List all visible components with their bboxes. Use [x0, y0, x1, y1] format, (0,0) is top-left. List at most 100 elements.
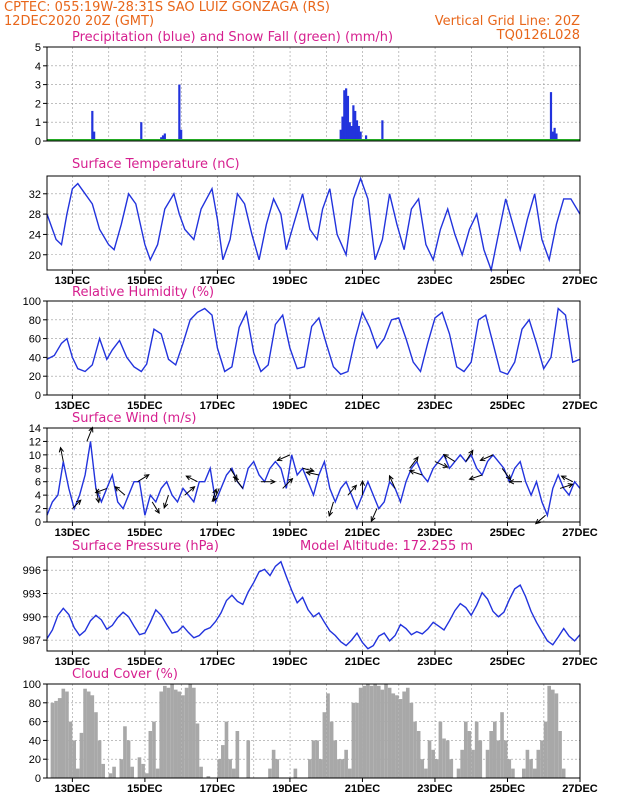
- header-grid-note: Vertical Grid Line: 20Z: [435, 14, 580, 29]
- cloud-bar: [166, 687, 171, 778]
- cloud-bar: [547, 685, 551, 778]
- cloud-bar: [188, 684, 193, 778]
- humidity-title: Relative Humidity (%): [72, 285, 214, 300]
- cloud-bar: [511, 768, 515, 778]
- temperature-xtick-label: 15DEC: [127, 275, 163, 287]
- cloud-bar: [108, 773, 113, 778]
- cloud-bar: [315, 740, 319, 778]
- cloud-bar: [387, 687, 392, 778]
- cloud-bar: [86, 691, 91, 778]
- temperature-xtick-label: 25DEC: [490, 275, 526, 287]
- precip-bar: [345, 88, 348, 141]
- wind-vector-head: [95, 497, 101, 504]
- precip-bar: [549, 92, 553, 141]
- precip-ytick-label: 5: [35, 42, 41, 54]
- cloud-bar: [221, 745, 225, 778]
- cloud-bar: [311, 740, 316, 778]
- humidity-line: [46, 307, 581, 376]
- precip-bar: [91, 110, 94, 141]
- wind-xtick-label: 27DEC: [562, 527, 598, 539]
- temperature-ytick-label: 28: [29, 209, 41, 221]
- wind-vector: [86, 427, 93, 442]
- header-model-code: TQ0126L028: [496, 28, 580, 43]
- precip-bar: [346, 95, 350, 141]
- cloud-bar: [431, 749, 435, 778]
- temperature-frame: [46, 175, 581, 271]
- cloud-bar: [376, 685, 381, 778]
- cloud-ytick-label: 100: [23, 679, 41, 691]
- precip-frame: [46, 46, 581, 142]
- humidity-xtick-label: 19DEC: [272, 400, 308, 412]
- pressure-xtick-label: 27DEC: [562, 656, 598, 668]
- temperature-xtick-label: 27DEC: [562, 275, 598, 287]
- wind-vector: [184, 486, 195, 496]
- cloud-bar: [177, 691, 182, 778]
- pressure-xtick-label: 17DEC: [200, 656, 236, 668]
- wind-vector-head: [94, 488, 101, 494]
- humidity-xtick-label: 23DEC: [417, 400, 453, 412]
- cloud-xtick-label: 19DEC: [272, 783, 308, 795]
- wind-vector: [434, 461, 448, 468]
- wind-ytick-label: 4: [35, 490, 41, 502]
- humidity-xtick-label: 15DEC: [127, 400, 163, 412]
- wind-ytick-label: 8: [35, 463, 41, 475]
- wind-xtick-label: 15DEC: [127, 527, 163, 539]
- cloud-bar: [90, 695, 95, 778]
- temperature-line: [46, 176, 581, 273]
- cloud-bar: [532, 768, 537, 778]
- wind-vector: [233, 476, 244, 489]
- cloud-bar: [112, 766, 116, 778]
- wind-ytick-label: 10: [29, 450, 41, 462]
- wind-vector-head: [163, 502, 169, 509]
- wind-vector: [211, 489, 217, 503]
- wind-vector-head: [442, 453, 449, 460]
- wind-vector: [72, 499, 82, 509]
- wind-vector-head: [58, 446, 64, 453]
- pressure-xtick-label: 25DEC: [490, 656, 526, 668]
- cloud-bar: [228, 759, 232, 778]
- pressure-xtick-label: 23DEC: [417, 656, 453, 668]
- precip-bar: [352, 105, 355, 141]
- cloud-bar: [434, 759, 439, 778]
- humidity-ytick-label: 0: [35, 390, 41, 402]
- temperature-ytick-label: 20: [29, 250, 41, 262]
- cloud-bar: [492, 721, 497, 778]
- humidity-xtick-label: 21DEC: [345, 400, 381, 412]
- cloud-ytick-label: 60: [29, 717, 41, 729]
- cloud-bar: [271, 749, 276, 778]
- wind-ytick-label: 0: [35, 517, 41, 529]
- temperature-ytick-label: 32: [29, 189, 41, 201]
- pressure-xtick-label: 19DEC: [272, 656, 308, 668]
- temperature-xtick-label: 17DEC: [200, 275, 236, 287]
- cloud-bar: [496, 740, 501, 778]
- cloud-bar: [380, 689, 385, 778]
- cloud-bar: [275, 759, 280, 778]
- header-datetime: 12DEC2020 20Z (GMT): [4, 14, 154, 29]
- wind-vector: [302, 467, 314, 472]
- pressure-ytick-label: 990: [23, 612, 41, 624]
- cloud-xtick-label: 23DEC: [417, 783, 453, 795]
- cloud-bar: [409, 702, 414, 778]
- wind-vector-head: [468, 475, 475, 481]
- pressure-xtick-label: 13DEC: [55, 656, 91, 668]
- wind-vector-head: [567, 483, 574, 489]
- cloud-bar: [449, 759, 454, 778]
- cloud-bar: [72, 740, 77, 778]
- cloud-bar: [155, 768, 160, 778]
- wind-vector-head: [233, 476, 240, 483]
- cloud-bar: [308, 759, 312, 778]
- precip-ytick-label: 0: [35, 136, 41, 148]
- humidity-frame: [46, 300, 581, 396]
- precip-bar: [364, 135, 368, 141]
- cloud-bar: [217, 759, 222, 778]
- humidity-xtick-label: 13DEC: [55, 400, 91, 412]
- temperature-xtick-label: 13DEC: [55, 275, 91, 287]
- cloud-bar: [503, 740, 508, 778]
- wind-vector: [561, 475, 573, 483]
- cloud-bar: [83, 688, 87, 778]
- wind-vector-head: [388, 474, 394, 481]
- cloud-bar: [329, 721, 334, 778]
- precip-bar: [341, 116, 344, 141]
- wind-vector-head: [305, 470, 312, 476]
